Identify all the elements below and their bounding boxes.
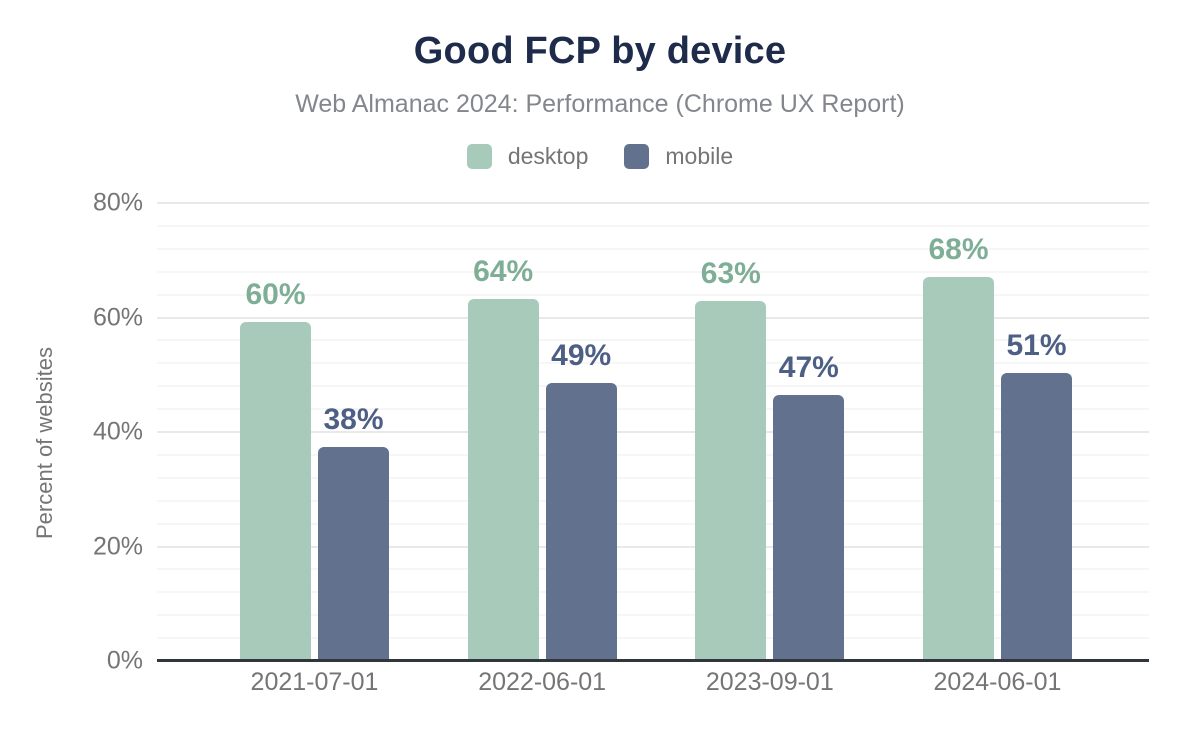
x-axis-label-2024-06-01: 2024-06-01	[933, 668, 1062, 696]
minor-gridline-16	[157, 568, 1149, 571]
minor-gridline-12	[157, 591, 1149, 594]
y-tick-label-60: 60%	[92, 303, 143, 331]
x-axis-labels: 2021-07-01 2022-06-01 2023-09-01 2024-06-01	[157, 668, 1149, 697]
bar-series: 60% 38% 64% 49% 63% 47% 68% 51%	[157, 203, 1149, 661]
minor-gridline-72	[157, 247, 1149, 250]
bar-desktop-2022-06-01: 64%	[467, 255, 539, 661]
y-axis-title: Percent of websites	[32, 347, 57, 539]
bar-value-label-mobile-2022-06-01: 49%	[551, 339, 612, 373]
legend: desktop mobile	[0, 143, 1200, 170]
chart-subtitle: Web Almanac 2024: Performance (Chrome UX…	[295, 90, 905, 118]
x-axis-label-2022-06-01: 2022-06-01	[478, 668, 607, 696]
minor-gridline-24	[157, 522, 1149, 525]
minor-gridline-44	[157, 408, 1149, 411]
minor-gridline-52	[157, 362, 1149, 365]
chart-title: Good FCP by device	[413, 30, 787, 72]
y-tick-label-40: 40%	[92, 417, 143, 446]
bar-group-2023-09-01: 63% 47%	[695, 203, 845, 661]
bar-desktop-2024-06-01: 68%	[922, 233, 994, 661]
minor-gridline-4	[157, 637, 1149, 640]
y-tick-label-0: 0%	[106, 646, 143, 675]
bar-group-2021-07-01: 60% 38%	[240, 203, 389, 661]
x-axis-label-2021-07-01: 2021-07-01	[250, 668, 379, 696]
minor-gridline-48	[157, 385, 1149, 388]
bar-mobile-2023-09-01: 47%	[773, 351, 845, 661]
bar-group-2022-06-01: 64% 49%	[467, 203, 617, 661]
legend-item-desktop: desktop	[466, 143, 589, 170]
minor-gridline-28	[157, 499, 1149, 502]
bar-group-2024-06-01: 68% 51%	[922, 203, 1072, 661]
minor-gridline-56	[157, 339, 1149, 342]
legend-swatch-mobile	[624, 144, 650, 169]
minor-gridline-64	[157, 293, 1149, 296]
major-gridline-40	[157, 431, 1149, 433]
legend-label-mobile: mobile	[665, 143, 734, 169]
bar-mobile-2024-06-01: 51%	[1000, 329, 1072, 661]
bar-value-label-mobile-2021-07-01: 38%	[323, 402, 384, 436]
major-gridline-60	[157, 316, 1149, 319]
bar-value-label-mobile-2024-06-01: 51%	[1006, 329, 1067, 363]
major-gridline-20	[157, 545, 1149, 548]
x-axis-label-2023-09-01: 2023-09-01	[705, 668, 834, 696]
plot-area: 0% 20% 40% 60% 80% 60% 38% 64% 49% 63% 47% 68% 51%	[93, 189, 1149, 675]
bar-mobile-2021-07-01: 38%	[318, 403, 389, 661]
bar-desktop-2021-07-01: 60%	[240, 278, 311, 661]
bar-value-label-mobile-2023-09-01: 47%	[778, 351, 839, 385]
y-tick-label-20: 20%	[92, 532, 143, 560]
bar-value-label-desktop-2024-06-01: 68%	[928, 233, 989, 267]
minor-gridline-76	[157, 224, 1149, 227]
bar-mobile-2022-06-01: 49%	[545, 339, 617, 661]
major-gridline-80	[157, 202, 1149, 204]
minor-gridline-32	[157, 476, 1149, 479]
bar-desktop-2023-09-01: 63%	[695, 257, 767, 661]
x-axis-line	[157, 659, 1149, 662]
legend-swatch-desktop	[466, 144, 492, 169]
bar-value-label-desktop-2023-09-01: 63%	[700, 256, 761, 290]
legend-label-desktop: desktop	[507, 143, 589, 169]
minor-gridline-36	[157, 453, 1149, 456]
bar-value-label-desktop-2021-07-01: 60%	[245, 277, 306, 311]
minor-gridline-8	[157, 614, 1149, 617]
minor-gridline-68	[157, 270, 1149, 273]
legend-item-mobile: mobile	[624, 143, 733, 170]
bar-value-label-desktop-2022-06-01: 64%	[473, 254, 534, 288]
y-tick-label-80: 80%	[92, 188, 143, 217]
